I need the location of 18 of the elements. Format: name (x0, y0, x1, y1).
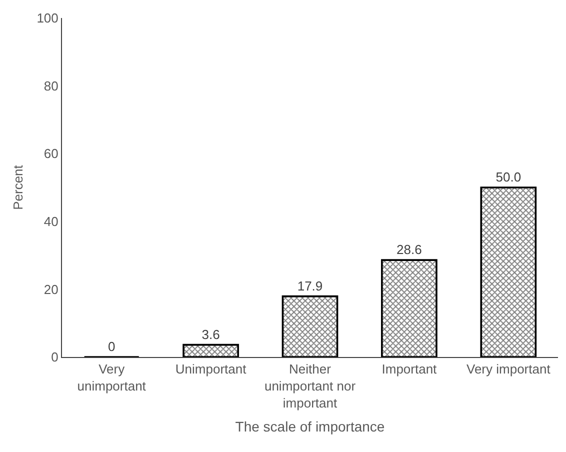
data-label: 28.6 (396, 242, 422, 258)
y-tick-label: 20 (44, 282, 58, 297)
x-tick-label: Unimportant (175, 362, 247, 377)
x-tick-label: Very important (466, 362, 551, 377)
x-tick-label: Neither unimportant nor important (264, 362, 356, 410)
y-tick-label: 0 (51, 350, 58, 365)
data-label: 0 (108, 339, 116, 354)
y-tick-label: 80 (44, 78, 58, 94)
data-label: 3.6 (202, 326, 220, 342)
x-tick-label: Important (382, 362, 438, 377)
data-label: 50.0 (496, 170, 522, 184)
y-tick-label: 60 (44, 146, 58, 162)
y-tick-label: 40 (44, 214, 58, 229)
y-axis-title: Percent (10, 164, 26, 210)
data-label: 17.9 (297, 278, 323, 294)
x-axis-title: The scale of importance (235, 418, 385, 435)
x-tick-label: Very unimportant (77, 362, 146, 394)
y-tick-label: 100 (36, 10, 58, 26)
